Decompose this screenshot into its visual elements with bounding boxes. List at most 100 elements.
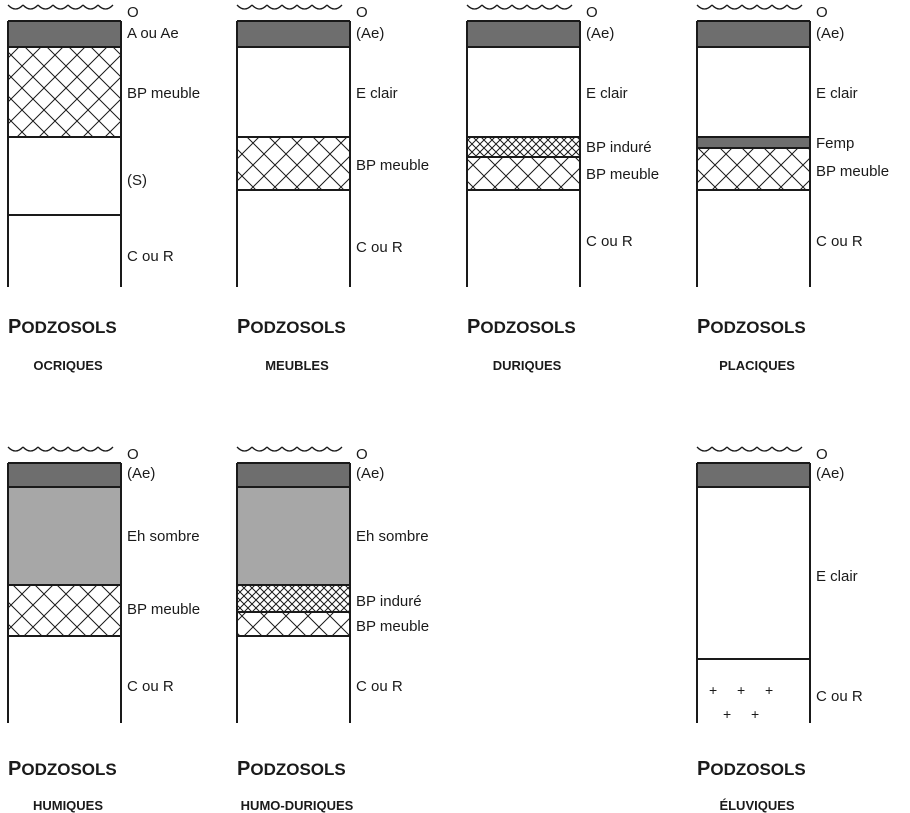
horizon-label: C ou R xyxy=(127,678,174,695)
horizon-band xyxy=(697,47,810,137)
litter-o-horizon xyxy=(466,4,573,10)
horizon-band xyxy=(697,659,810,723)
horizon-label: (Ae) xyxy=(586,25,614,42)
horizon-band xyxy=(237,21,350,47)
profile-subtitle: OCRIQUES xyxy=(33,358,103,373)
horizon-label: (Ae) xyxy=(356,25,384,42)
bedrock-plus-mark: + xyxy=(737,682,745,698)
profile-meubles: O (Ae) E clair BP meuble C ou R xyxy=(236,4,429,287)
profile-title: PODZOSOLS xyxy=(237,316,346,339)
profile-title-initial: P xyxy=(237,316,251,338)
bedrock-plus-mark: + xyxy=(709,682,717,698)
profile-humo-duriques: O (Ae) Eh sombre BP induré BP meuble C ou R xyxy=(236,446,429,723)
horizon-band xyxy=(237,463,350,487)
horizon-band xyxy=(697,148,810,190)
horizon-band xyxy=(697,487,810,659)
profile-title-rest: ODZOSOLS xyxy=(710,760,806,779)
horizon-band xyxy=(467,47,580,137)
profile-ocriques: O A ou Ae BP meuble (S) C ou R xyxy=(7,4,200,287)
horizon-label: BP meuble xyxy=(586,166,659,183)
profile-subtitle: HUMO-DURIQUES xyxy=(240,798,354,813)
horizon-band xyxy=(8,47,121,137)
profile-title-rest: ODZOSOLS xyxy=(250,318,346,337)
horizon-band xyxy=(8,463,121,487)
litter-o-horizon xyxy=(7,4,114,10)
profile-humiques: O (Ae) Eh sombre BP meuble C ou R xyxy=(7,446,200,723)
profile-title-rest: ODZOSOLS xyxy=(480,318,576,337)
litter-o-horizon xyxy=(696,446,803,452)
profile-placiques: O (Ae) E clair Femp BP meuble C ou R xyxy=(696,4,889,287)
horizon-label: (Ae) xyxy=(816,25,844,42)
horizon-label: A ou Ae xyxy=(127,25,179,42)
profile-title-initial: P xyxy=(467,316,481,338)
profile-subtitle: MEUBLES xyxy=(265,358,329,373)
horizon-band xyxy=(467,157,580,190)
profile-title-initial: P xyxy=(8,316,22,338)
horizon-band xyxy=(8,585,121,636)
horizon-label: BP induré xyxy=(586,139,652,156)
horizon-band xyxy=(237,190,350,287)
horizon-band xyxy=(237,47,350,137)
horizon-label: BP meuble xyxy=(127,601,200,618)
horizon-label: E clair xyxy=(356,85,398,102)
horizon-label: E clair xyxy=(816,85,858,102)
horizon-label: BP induré xyxy=(356,593,422,610)
horizon-band xyxy=(237,585,350,612)
horizon-band xyxy=(697,21,810,47)
horizon-label: (Ae) xyxy=(816,465,844,482)
horizon-label: (Ae) xyxy=(356,465,384,482)
profile-title-initial: P xyxy=(697,316,711,338)
horizon-label: O xyxy=(127,4,139,21)
profile-title-initial: P xyxy=(697,758,711,780)
horizon-label: BP meuble xyxy=(356,157,429,174)
horizon-band xyxy=(8,636,121,723)
horizon-label: (S) xyxy=(127,172,147,189)
horizon-label: C ou R xyxy=(356,678,403,695)
litter-o-horizon xyxy=(236,446,343,452)
horizon-band xyxy=(697,463,810,487)
profile-subtitle: ÉLUVIQUES xyxy=(719,798,795,813)
horizon-label: E clair xyxy=(816,568,858,585)
profile-title-rest: ODZOSOLS xyxy=(21,318,117,337)
profile-title-rest: ODZOSOLS xyxy=(21,760,117,779)
horizon-label: O xyxy=(586,4,598,21)
horizon-band xyxy=(237,487,350,585)
horizon-band xyxy=(467,21,580,47)
horizon-label: O xyxy=(816,446,828,463)
profile-title-initial: P xyxy=(237,758,251,780)
profile-subtitle: HUMIQUES xyxy=(32,798,104,813)
profile-title-rest: ODZOSOLS xyxy=(250,760,346,779)
horizon-band xyxy=(237,636,350,723)
profile-eluviques: + + + + + O (Ae) E clair C ou R xyxy=(696,446,863,723)
horizon-band xyxy=(237,137,350,190)
profile-title: PODZOSOLS xyxy=(237,758,346,781)
litter-o-horizon xyxy=(696,4,803,10)
profile-title-initial: P xyxy=(8,758,22,780)
horizon-label: O xyxy=(356,4,368,21)
horizon-label: Femp xyxy=(816,135,854,152)
bedrock-plus-mark: + xyxy=(751,706,759,722)
profile-duriques: O (Ae) E clair BP induré BP meuble C ou R xyxy=(466,4,659,287)
horizon-band xyxy=(467,137,580,157)
profile-title: PODZOSOLS xyxy=(697,758,806,781)
horizon-band xyxy=(8,21,121,47)
horizon-label: O xyxy=(356,446,368,463)
horizon-label: O xyxy=(816,4,828,21)
horizon-label: C ou R xyxy=(816,233,863,250)
profile-subtitle: PLACIQUES xyxy=(719,358,795,373)
horizon-label: C ou R xyxy=(356,239,403,256)
horizon-label: C ou R xyxy=(816,688,863,705)
horizon-label: BP meuble xyxy=(127,85,200,102)
bedrock-plus-mark: + xyxy=(765,682,773,698)
profile-title-rest: ODZOSOLS xyxy=(710,318,806,337)
profile-title: PODZOSOLS xyxy=(8,316,117,339)
horizon-label: O xyxy=(127,446,139,463)
horizon-label: (Ae) xyxy=(127,465,155,482)
horizon-band xyxy=(237,612,350,636)
horizon-label: E clair xyxy=(586,85,628,102)
horizon-label: BP meuble xyxy=(356,618,429,635)
litter-o-horizon xyxy=(7,446,114,452)
horizon-band xyxy=(8,215,121,287)
horizon-label: C ou R xyxy=(586,233,633,250)
